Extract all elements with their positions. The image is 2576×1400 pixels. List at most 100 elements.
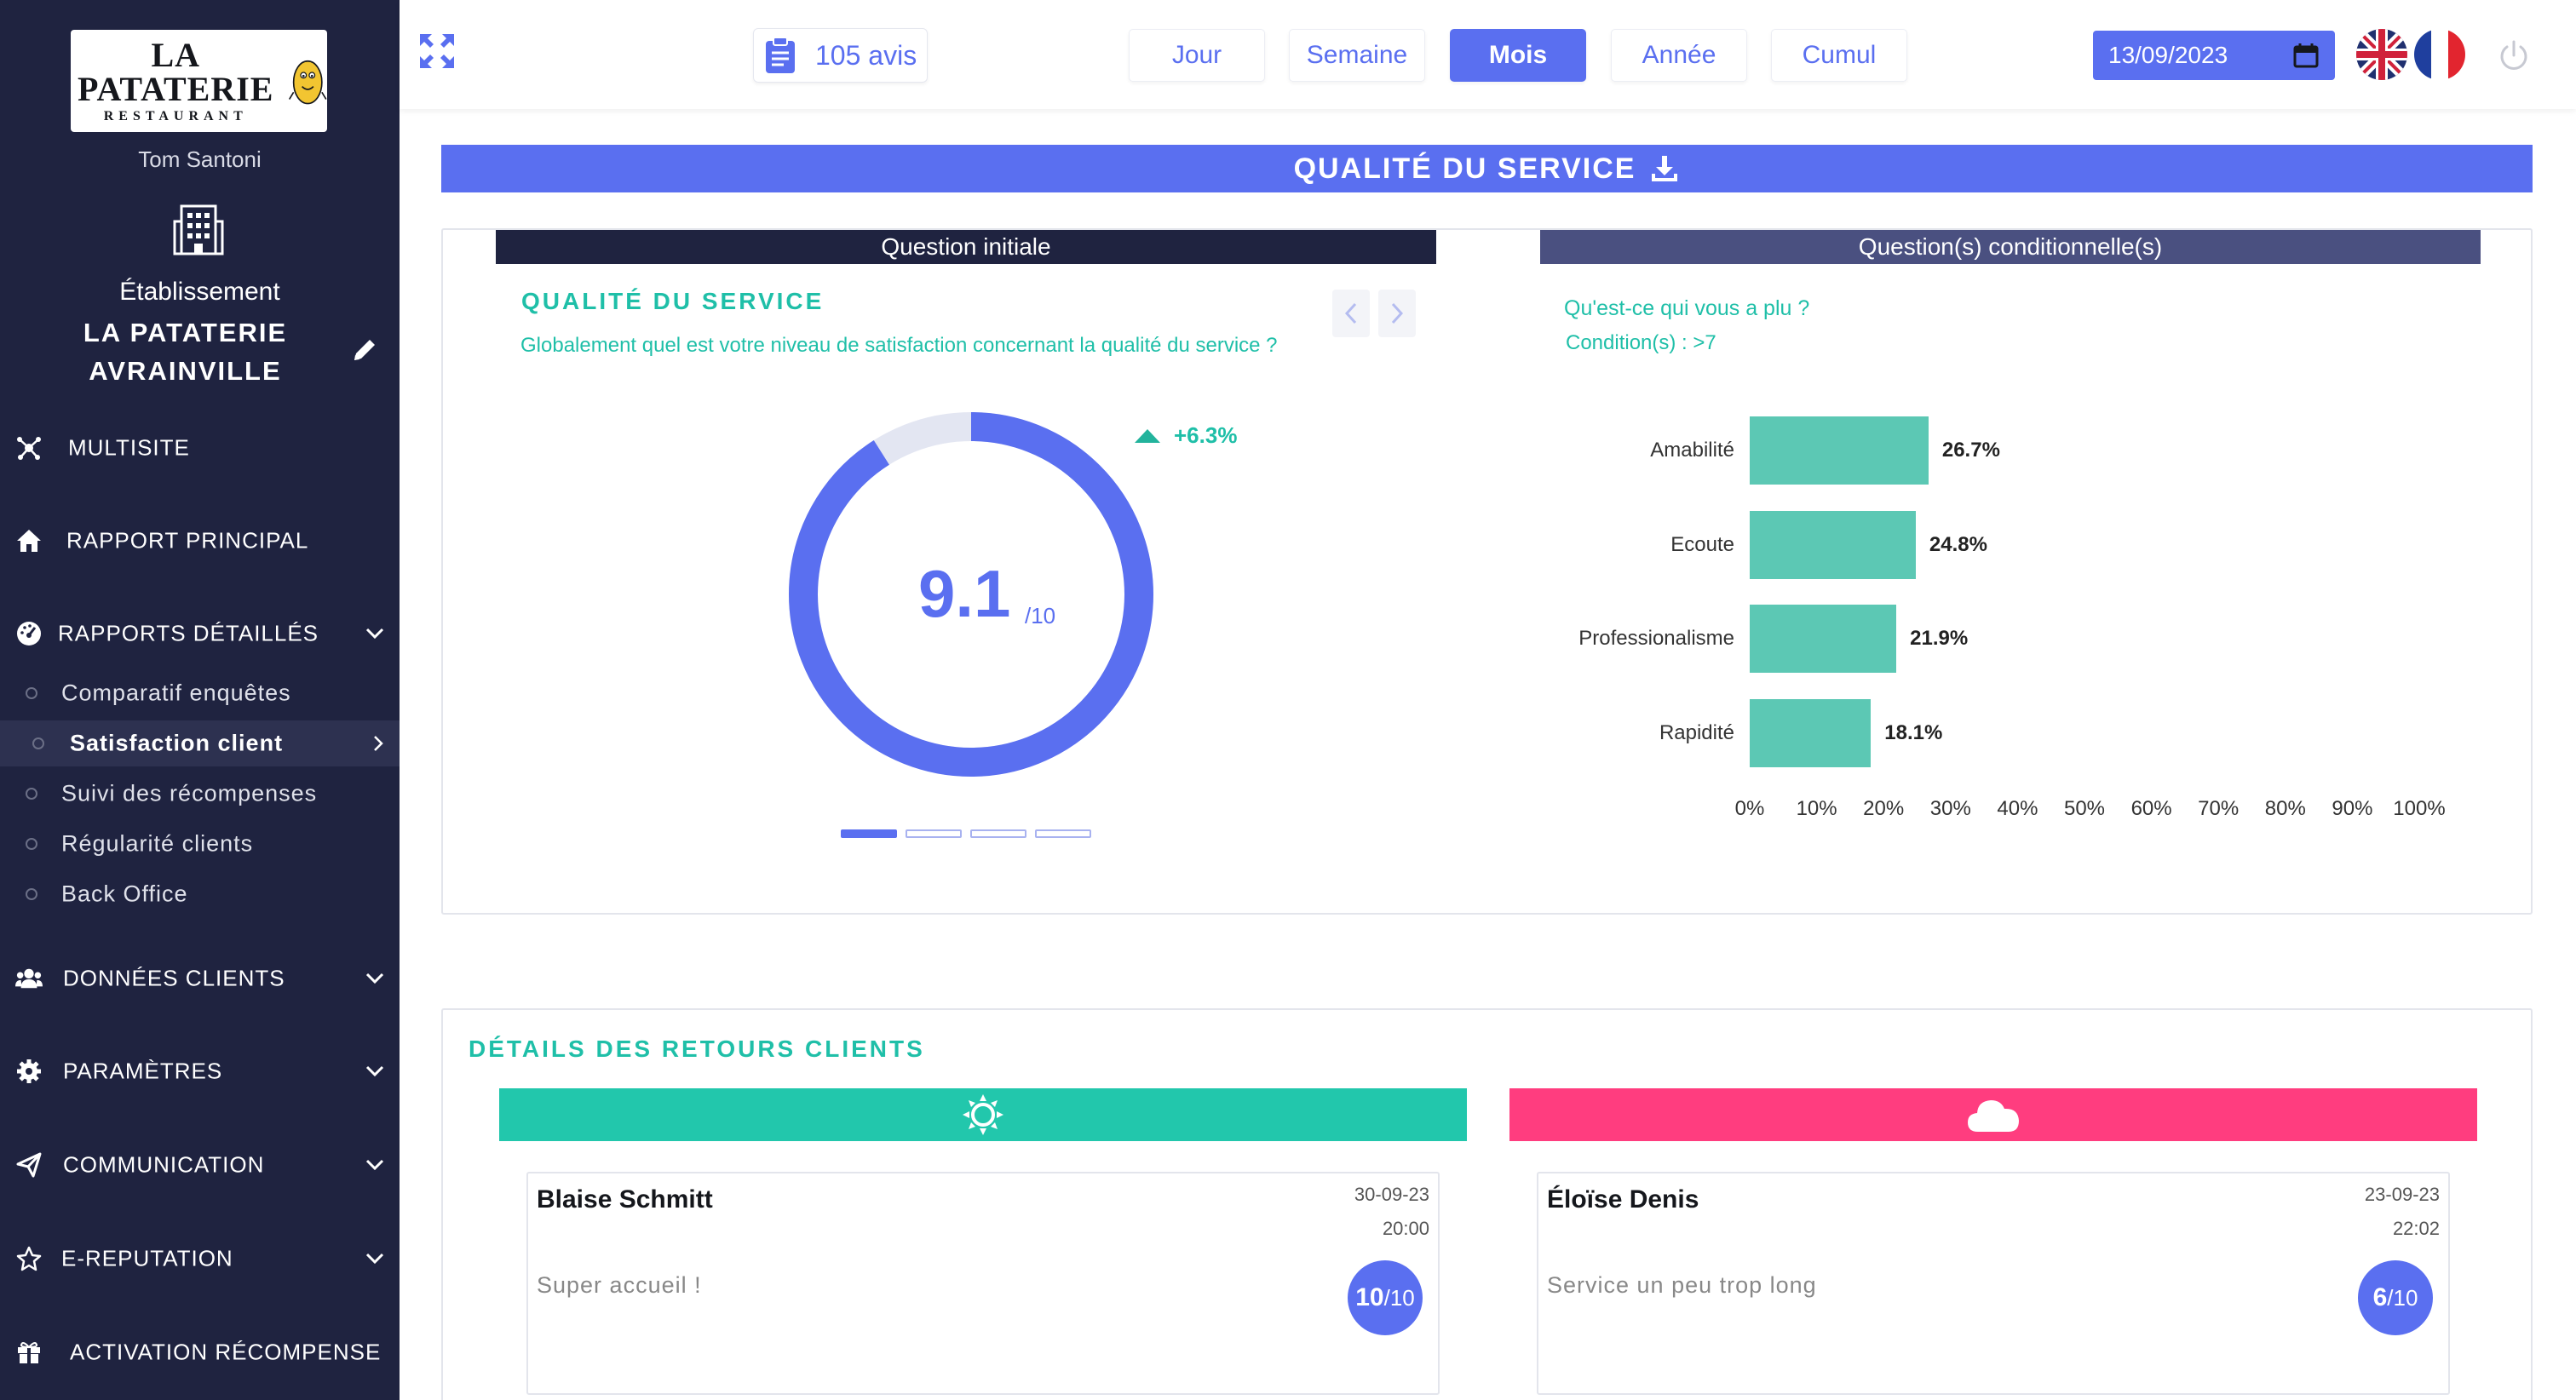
nav-label: PARAMÈTRES: [63, 1058, 223, 1084]
period-cumulative-button[interactable]: Cumul: [1771, 29, 1907, 82]
bar-mark[interactable]: [1750, 511, 1916, 579]
chevron-down-icon: [365, 973, 384, 984]
logo-wordmark: LA PATATERIE RESTAURANT: [71, 38, 281, 123]
previous-question-button[interactable]: [1332, 290, 1370, 337]
pager-dot-1[interactable]: [841, 829, 897, 838]
uk-flag-icon[interactable]: [2355, 28, 2408, 81]
star-icon: [15, 1245, 43, 1272]
score-max: /10: [1025, 603, 1056, 628]
bar-mark[interactable]: [1750, 605, 1897, 673]
expand-fullscreen-icon[interactable]: [418, 32, 456, 70]
subnav-back-office[interactable]: Back Office: [0, 871, 400, 917]
next-question-button[interactable]: [1378, 290, 1416, 337]
subnav-label: Satisfaction client: [70, 730, 284, 756]
nav-label: ACTIVATION RÉCOMPENSE: [70, 1339, 382, 1365]
date-picker[interactable]: 13/09/2023: [2093, 31, 2335, 80]
pencil-edit-icon[interactable]: [349, 335, 380, 365]
nav-communication[interactable]: COMMUNICATION: [0, 1139, 400, 1191]
feedback-title: DÉTAILS DES RETOURS CLIENTS: [469, 1036, 925, 1062]
x-axis-tick-label: 80%: [2264, 797, 2306, 820]
customer-feedback-card: DÉTAILS DES RETOURS CLIENTS Blaise Schmi…: [441, 1008, 2533, 1400]
nav-label: DONNÉES CLIENTS: [63, 965, 285, 991]
nav-detailed-reports[interactable]: RAPPORTS DÉTAILLÉS: [0, 608, 400, 659]
gift-icon: [15, 1339, 43, 1366]
logo-line-1: LA PATATERIE: [77, 36, 274, 108]
negative-review-card[interactable]: Éloïse Denis 23-09-23 22:02 Service un p…: [1537, 1172, 2450, 1395]
subnav-survey-comparison[interactable]: Comparatif enquêtes: [0, 670, 400, 716]
cloud-icon: [1968, 1100, 2019, 1132]
nav-e-reputation[interactable]: E-REPUTATION: [0, 1233, 400, 1284]
bar-value-label: 21.9%: [1910, 627, 1969, 650]
reviews-count-button[interactable]: 105 avis: [753, 28, 928, 83]
nav-settings[interactable]: PARAMÈTRES: [0, 1046, 400, 1097]
review-score-badge: 10/10: [1348, 1260, 1423, 1335]
section-title: QUALITÉ DU SERVICE: [1293, 152, 1636, 185]
download-icon[interactable]: [1649, 153, 1680, 184]
subnav-label: Back Office: [61, 881, 188, 907]
triangle-up-icon: [1135, 428, 1160, 443]
period-week-button[interactable]: Semaine: [1289, 29, 1425, 82]
initial-question-header: Question initiale: [496, 230, 1436, 264]
gear-icon: [15, 1058, 43, 1085]
pager-dot-4[interactable]: [1035, 829, 1091, 838]
nav-label: COMMUNICATION: [63, 1151, 265, 1178]
question-title: QUALITÉ DU SERVICE: [521, 288, 825, 314]
subnav-rewards-tracking[interactable]: Suivi des récompenses: [0, 771, 400, 817]
nav-customer-data[interactable]: DONNÉES CLIENTS: [0, 953, 400, 1004]
establishment-name: LA PATATERIE AVRAINVILLE: [83, 318, 288, 386]
subnav-customer-regularity[interactable]: Régularité clients: [0, 821, 400, 867]
building-icon: [173, 204, 224, 255]
nav-multisite[interactable]: MULTISITE: [0, 422, 400, 473]
nav-main-report[interactable]: RAPPORT PRINCIPAL: [0, 515, 400, 566]
reviews-count: 105 avis: [815, 39, 917, 71]
review-date: 30-09-23: [1354, 1184, 1429, 1205]
nav-label: MULTISITE: [68, 434, 190, 461]
power-logout-icon[interactable]: [2497, 39, 2531, 73]
sun-icon: [963, 1094, 1003, 1135]
period-month-button[interactable]: Mois: [1450, 29, 1586, 82]
users-icon: [15, 965, 43, 992]
bar-mark[interactable]: [1750, 416, 1929, 485]
bar-value-label: 18.1%: [1884, 721, 1943, 744]
subnav-label: Régularité clients: [61, 830, 254, 857]
bar-mark[interactable]: [1750, 699, 1872, 767]
dashboard-icon: [15, 620, 43, 647]
chevron-down-icon: [365, 1065, 384, 1077]
chevron-right-icon: [1391, 302, 1404, 324]
review-comment: Service un peu trop long: [1547, 1272, 1817, 1298]
positive-review-card[interactable]: Blaise Schmitt 30-09-23 20:00 Super accu…: [526, 1172, 1440, 1395]
x-axis-tick-label: 20%: [1863, 797, 1905, 820]
x-axis-tick-label: 90%: [2332, 797, 2373, 820]
period-day-button[interactable]: Jour: [1129, 29, 1265, 82]
bullet-icon: [26, 687, 37, 699]
bar-category-label: Professionalisme: [1578, 627, 1734, 650]
x-axis-tick-label: 60%: [2130, 797, 2172, 820]
review-date: 23-09-23: [2364, 1184, 2440, 1205]
chevron-right-icon: [374, 736, 383, 751]
calendar-icon[interactable]: [2286, 37, 2326, 73]
period-year-button[interactable]: Année: [1611, 29, 1747, 82]
reviewer-name: Éloïse Denis: [1547, 1185, 1699, 1214]
review-score: 10: [1355, 1283, 1384, 1311]
score-value: 9.1: [918, 556, 1011, 631]
paper-plane-icon: [15, 1151, 43, 1179]
top-bar: 105 avis Jour Semaine Mois Année Cumul 1…: [400, 0, 2576, 109]
bullet-icon: [26, 888, 37, 900]
bar-category-label: Rapidité: [1659, 721, 1734, 744]
bullet-icon: [32, 737, 44, 749]
pager-dot-2[interactable]: [906, 829, 962, 838]
pager-dot-3[interactable]: [970, 829, 1026, 838]
x-axis-tick-label: 100%: [2393, 797, 2446, 820]
reviewer-name: Blaise Schmitt: [537, 1185, 713, 1214]
logo-line-2: RESTAURANT: [103, 109, 248, 123]
fr-flag-icon[interactable]: [2413, 28, 2466, 81]
review-comment: Super accueil !: [537, 1272, 702, 1298]
chevron-down-icon: [365, 1159, 384, 1171]
trend-indicator: +6.3%: [1133, 422, 1237, 449]
x-axis-tick-label: 30%: [1929, 797, 1971, 820]
conditional-questions-header: Question(s) conditionnelle(s): [1540, 230, 2481, 264]
brand-logo[interactable]: LA PATATERIE RESTAURANT: [71, 30, 327, 132]
subnav-customer-satisfaction[interactable]: Satisfaction client: [0, 720, 400, 766]
nav-reward-activation[interactable]: ACTIVATION RÉCOMPENSE: [0, 1327, 400, 1378]
nav-label: RAPPORT PRINCIPAL: [66, 527, 309, 554]
